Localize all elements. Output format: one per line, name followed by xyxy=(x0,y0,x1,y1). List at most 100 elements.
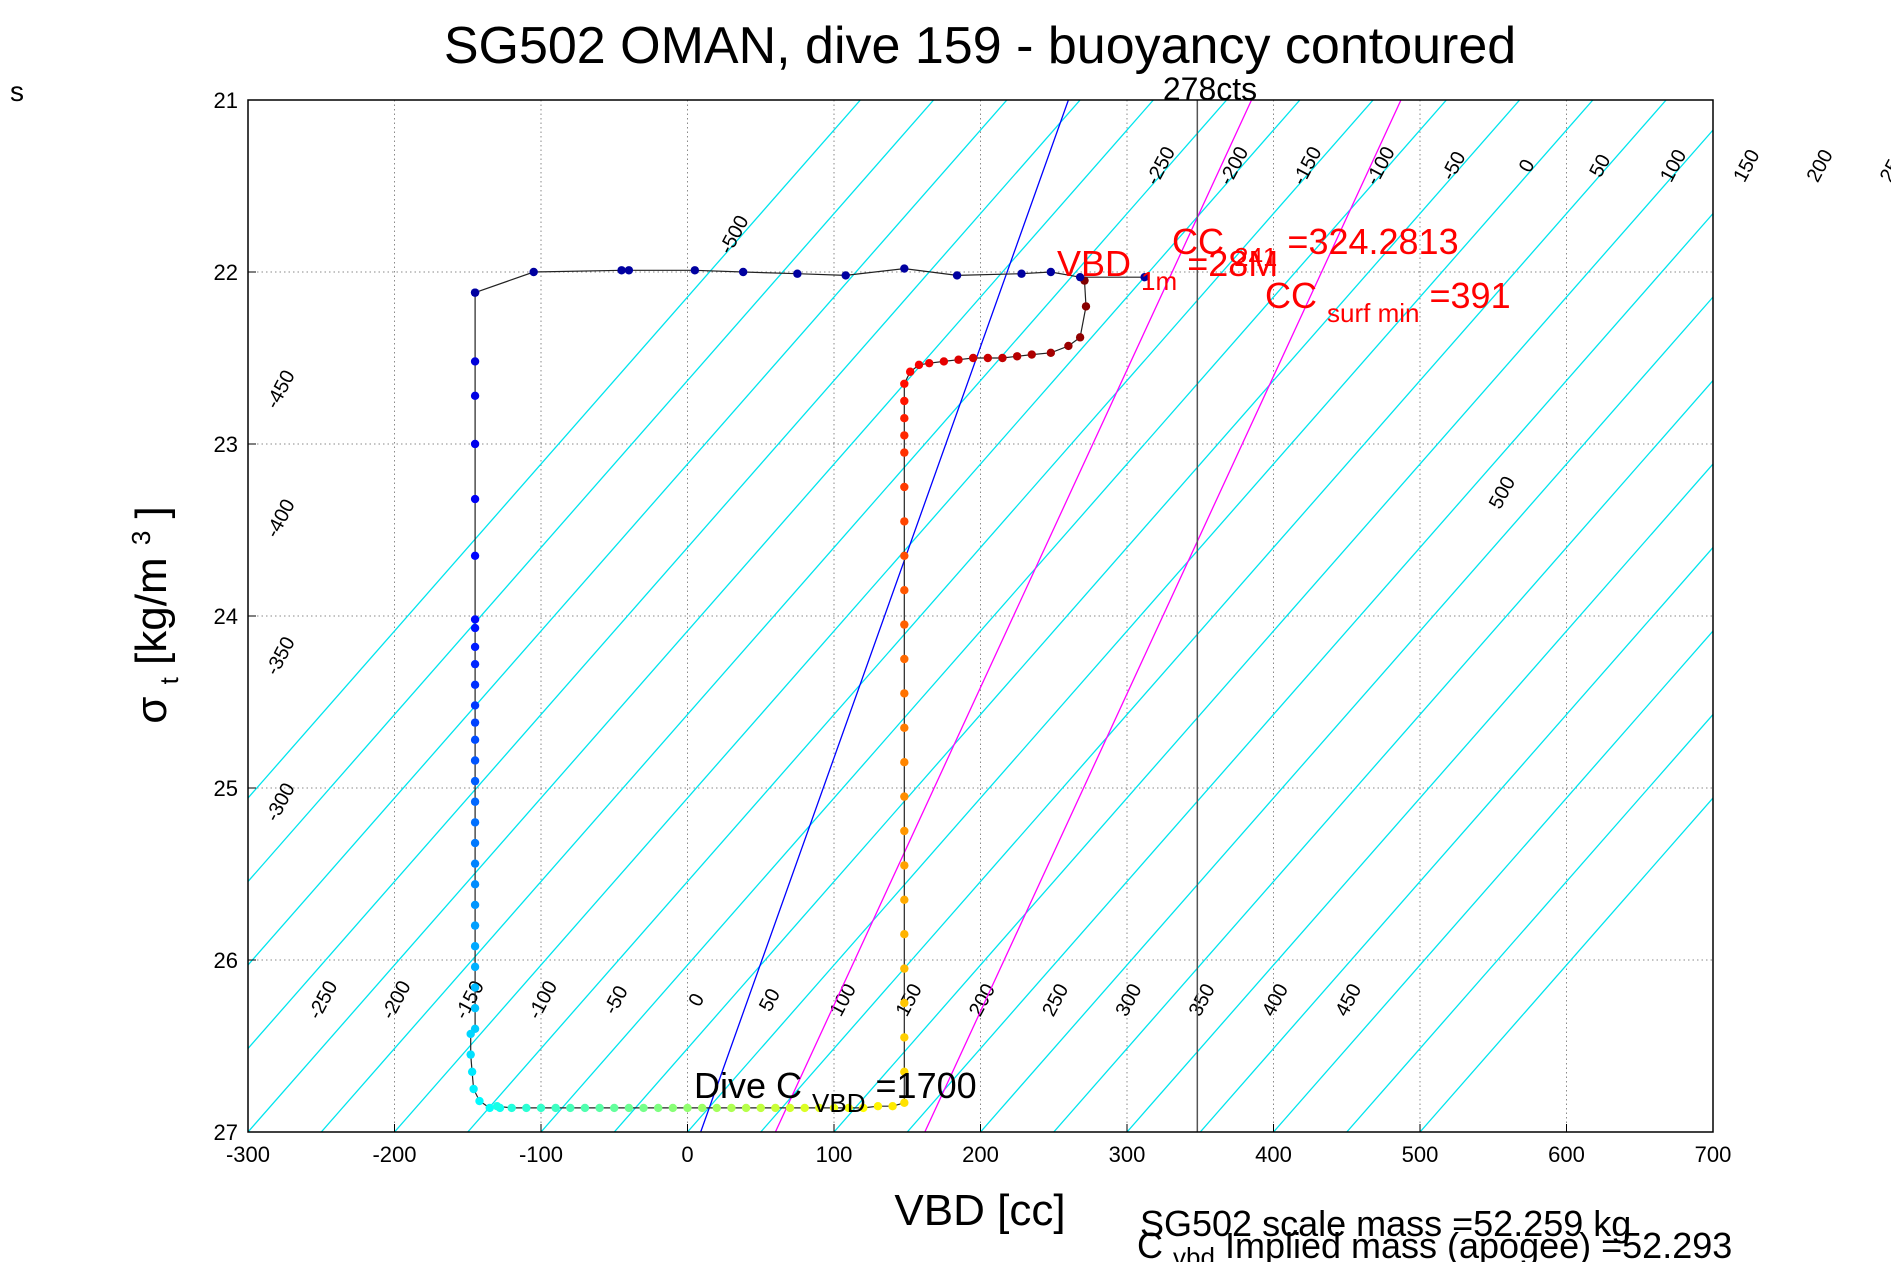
y-tick-label: 25 xyxy=(214,776,238,801)
contour-line xyxy=(760,100,1667,1132)
implied-mass-main: C xyxy=(1137,1225,1163,1262)
cc-annotation-sub: 241 xyxy=(1234,242,1277,272)
surface-point xyxy=(470,288,480,297)
cc-surf-main: CC xyxy=(1265,275,1317,316)
data-point xyxy=(900,930,909,939)
surface-point xyxy=(617,266,626,275)
data-point xyxy=(900,654,909,664)
data-point xyxy=(470,735,480,745)
data-point xyxy=(1046,348,1056,358)
data-point xyxy=(654,1103,663,1113)
data-point xyxy=(844,1103,853,1113)
y-tick-label: 27 xyxy=(214,1120,238,1145)
implied-mass-sub: vbd xyxy=(1173,1242,1215,1262)
surface-point xyxy=(529,267,538,277)
grid-lines xyxy=(247,99,1714,1133)
contour-line xyxy=(1419,797,1713,1132)
data-point xyxy=(470,659,480,669)
y-axis-label-sub: t xyxy=(154,676,184,684)
vbd-annotation-sub: 1m xyxy=(1141,266,1177,296)
contour-line xyxy=(248,100,861,800)
data-point xyxy=(1027,350,1036,359)
data-point xyxy=(1081,302,1091,311)
data-point xyxy=(900,431,909,440)
contour-line xyxy=(320,100,1228,1132)
data-point xyxy=(580,1103,590,1113)
x-tick-label: 700 xyxy=(1695,1142,1732,1167)
data-point xyxy=(785,1103,795,1113)
data-point xyxy=(925,358,934,368)
data-point xyxy=(470,357,480,366)
data-point xyxy=(900,1067,909,1077)
contour-line xyxy=(540,100,1447,1132)
vbd-annotation: VBD 1m =28M xyxy=(1057,243,1278,298)
data-point xyxy=(470,900,480,910)
contour-label: 150 xyxy=(1729,146,1764,186)
data-point xyxy=(829,1103,839,1113)
data-point xyxy=(492,1102,502,1111)
contour-line xyxy=(1273,630,1713,1132)
chart-title: SG502 OMAN, dive 159 - buoyancy contoure… xyxy=(444,17,1516,75)
data-point xyxy=(900,758,909,767)
data-point xyxy=(639,1103,648,1113)
data-point xyxy=(466,1050,475,1059)
data-point xyxy=(566,1103,575,1113)
data-point xyxy=(470,718,480,727)
x-tick-label: 100 xyxy=(816,1142,853,1167)
y-axis-label-symbol: σ xyxy=(127,697,176,724)
y-tick-label: 22 xyxy=(214,260,238,285)
y-axis-label-end: ] xyxy=(127,506,176,518)
data-point xyxy=(470,838,480,848)
x-tick-label: 600 xyxy=(1548,1142,1585,1167)
data-point xyxy=(741,1103,751,1113)
data-point xyxy=(470,797,480,806)
dive-cvbd-value: =1700 xyxy=(876,1065,977,1106)
implied-mass-rest: Implied mass (apogee) =52.293 xyxy=(1225,1225,1732,1262)
data-point xyxy=(900,379,909,388)
data-point xyxy=(668,1103,678,1113)
y-axis-label-sup: 3 xyxy=(126,531,156,545)
surface-point xyxy=(1075,272,1085,282)
data-point xyxy=(469,1084,478,1094)
cc-annotation-value: =324.2813 xyxy=(1287,221,1458,262)
cc-surf-sub: surf min xyxy=(1327,298,1419,328)
data-point xyxy=(683,1103,692,1113)
data-point xyxy=(470,494,480,504)
contour-line xyxy=(1126,463,1713,1132)
edge-label: s xyxy=(10,76,24,107)
dive-cvbd-annotation: Dive C VBD =1700 xyxy=(694,1065,977,1120)
x-tick-label: -300 xyxy=(226,1142,270,1167)
data-point xyxy=(968,353,978,363)
contour-line xyxy=(248,100,1154,1132)
data-point xyxy=(900,895,909,904)
cc-surf-value: =391 xyxy=(1430,275,1511,316)
contour-line xyxy=(1199,546,1713,1132)
surface-point xyxy=(900,264,909,273)
contour-line xyxy=(467,100,1374,1132)
data-point xyxy=(1012,352,1022,361)
surface-point xyxy=(1046,267,1056,277)
vbd-annotation-value: =28M xyxy=(1187,243,1278,284)
plot-frame xyxy=(247,99,1714,1133)
reference-line-blue xyxy=(700,100,1070,1132)
data-point xyxy=(815,1103,824,1113)
data-point xyxy=(900,964,909,973)
data-point xyxy=(470,942,480,951)
data-point xyxy=(536,1103,546,1113)
data-point xyxy=(470,680,480,689)
contour-line xyxy=(687,100,1594,1132)
data-point xyxy=(466,1029,475,1039)
data-point xyxy=(470,983,480,992)
contour-label: 250 xyxy=(1876,146,1891,186)
data-point xyxy=(470,642,480,652)
dive-cvbd-sub: VBD xyxy=(812,1088,865,1118)
data-point xyxy=(470,921,480,930)
data-point xyxy=(610,1103,619,1113)
reference-lines xyxy=(700,100,1402,1132)
x-tick-label: 0 xyxy=(681,1142,693,1167)
data-point xyxy=(470,962,480,972)
surface-point xyxy=(952,271,962,280)
data-point xyxy=(914,360,924,370)
plot-area xyxy=(248,100,1713,1132)
contour-label: 200 xyxy=(1803,146,1838,186)
